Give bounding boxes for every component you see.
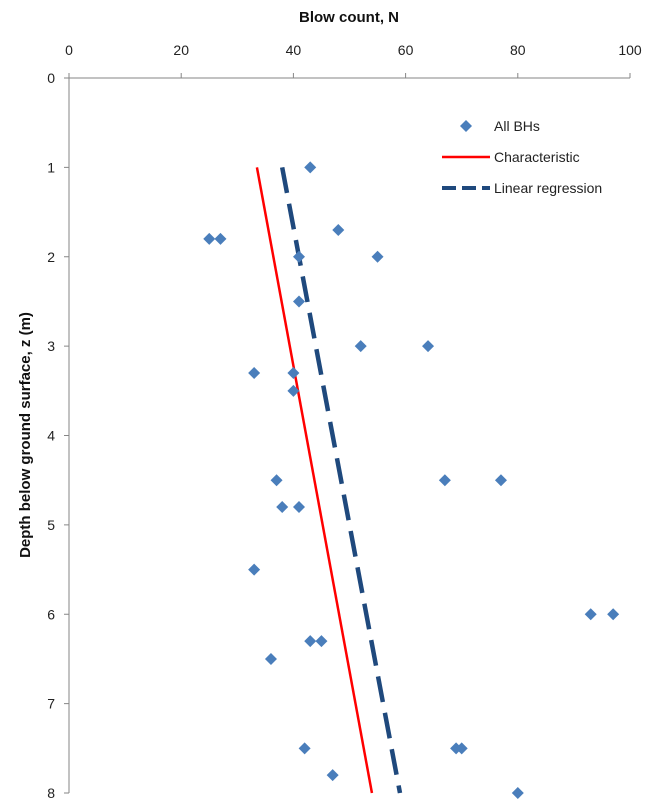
y-axis-title: Depth below ground surface, z (m) <box>17 312 34 558</box>
y-tick-label: 8 <box>47 785 55 801</box>
data-point <box>422 340 435 353</box>
data-point <box>214 232 227 245</box>
x-tick-label: 80 <box>510 42 526 58</box>
data-point <box>332 223 345 236</box>
data-point <box>287 384 300 397</box>
data-point <box>511 787 524 799</box>
data-point <box>315 635 328 648</box>
x-tick-label: 40 <box>286 42 302 58</box>
y-tick-label: 0 <box>47 70 55 86</box>
x-tick-label: 0 <box>65 42 73 58</box>
legend-marker-all-bhs <box>460 120 472 132</box>
y-tick-label: 7 <box>47 696 55 712</box>
y-tick-label: 6 <box>47 606 55 622</box>
data-point <box>293 501 306 513</box>
data-point <box>438 474 451 487</box>
data-point <box>607 608 620 621</box>
characteristic-line <box>255 167 374 794</box>
x-tick-label: 100 <box>618 42 642 58</box>
legend-label: Linear regression <box>494 180 602 196</box>
data-point <box>584 608 597 621</box>
data-point <box>354 340 367 353</box>
data-point <box>248 366 261 379</box>
data-point <box>264 652 277 665</box>
y-tick-label: 3 <box>47 338 55 354</box>
data-point <box>276 501 289 513</box>
data-point <box>293 295 306 308</box>
x-tick-label: 60 <box>398 42 414 58</box>
y-tick-label: 4 <box>47 428 55 444</box>
data-point <box>203 232 216 245</box>
x-tick-label: 20 <box>173 42 189 58</box>
legend-label: Characteristic <box>494 149 580 165</box>
plot-area <box>203 161 620 799</box>
axes: 0 20 40 60 80 100 0 1 2 3 4 5 6 7 8 <box>47 42 642 801</box>
regression-line <box>279 166 403 794</box>
legend: All BHs Characteristic Linear regression <box>442 118 602 196</box>
y-tick-label: 5 <box>47 517 55 533</box>
data-point <box>304 635 317 648</box>
data-point <box>326 769 339 782</box>
data-point <box>248 563 261 576</box>
data-point <box>298 742 311 755</box>
data-point <box>270 474 283 487</box>
y-tick-label: 1 <box>47 159 55 175</box>
legend-label: All BHs <box>494 118 540 134</box>
x-axis-title: Blow count, N <box>299 9 399 26</box>
data-point <box>455 742 468 755</box>
y-tick-label: 2 <box>47 249 55 265</box>
data-point <box>287 366 300 379</box>
data-point <box>304 161 317 174</box>
data-point <box>293 250 306 263</box>
data-point <box>494 474 507 487</box>
data-point <box>371 250 384 263</box>
